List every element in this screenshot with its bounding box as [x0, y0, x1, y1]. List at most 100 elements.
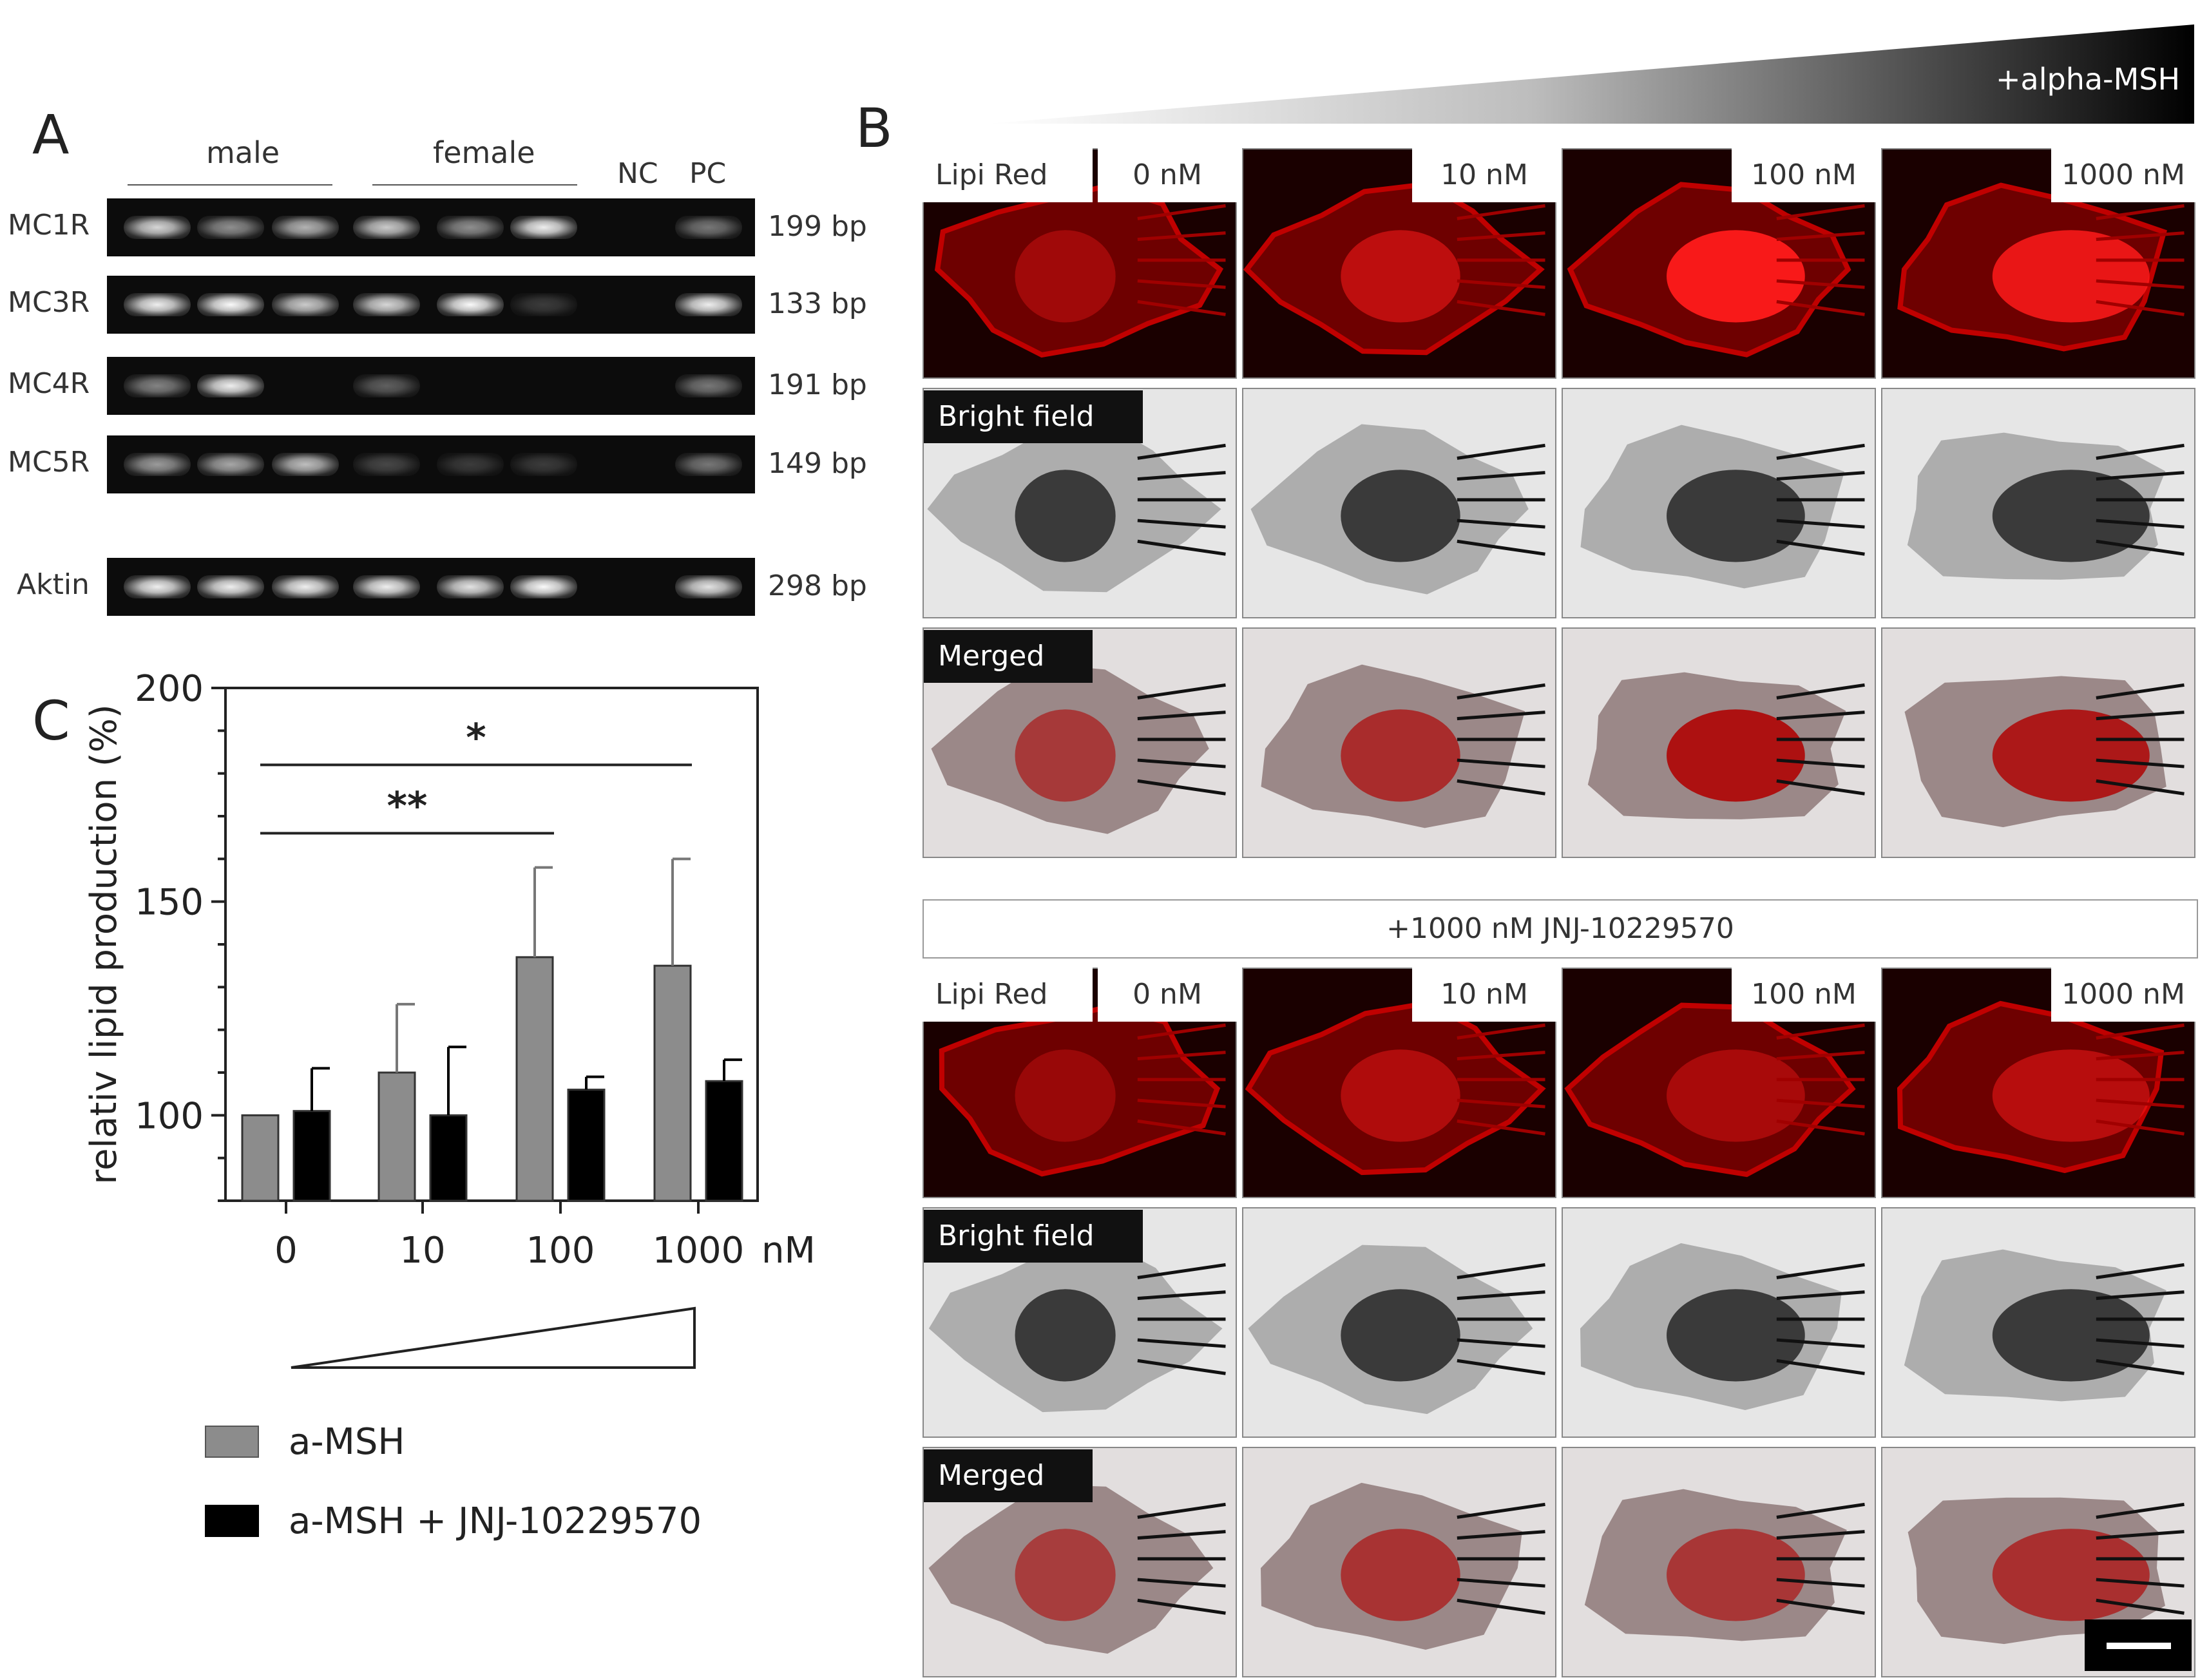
- band-size-label: 298 bp: [768, 569, 867, 602]
- female-label: female: [433, 135, 535, 170]
- bar-amsh-jnj: [292, 1110, 331, 1202]
- concentration-label: 1000 nM: [2051, 148, 2195, 202]
- y-axis-label: relativ lipid production (%): [83, 704, 125, 1185]
- gel-band: [510, 453, 577, 476]
- bar-amsh: [378, 1071, 416, 1202]
- merged-image: [1562, 1447, 1876, 1677]
- band-size-label: 149 bp: [768, 447, 867, 480]
- bar-amsh-jnj: [705, 1080, 743, 1202]
- gel-band: [272, 216, 339, 239]
- y-tick-label: 100: [135, 1095, 204, 1137]
- gel-band: [272, 293, 339, 316]
- merged-image: [1562, 627, 1876, 858]
- gel-band: [675, 575, 742, 598]
- male-underline: [128, 184, 332, 186]
- legend-label-amsh: a-MSH: [289, 1421, 405, 1463]
- gene-label: MC5R: [8, 446, 90, 479]
- pc-label: PC: [689, 157, 727, 190]
- concentration-label: 100 nM: [1732, 968, 1876, 1022]
- x-tick-label: 100: [526, 1230, 595, 1272]
- gel-band: [353, 293, 420, 316]
- concentration-label: 100 nM: [1732, 148, 1876, 202]
- bar-amsh: [653, 964, 692, 1202]
- gel-band: [510, 216, 577, 239]
- lipi-red-image: [1562, 148, 1876, 379]
- bright-field-image: [1881, 1207, 2195, 1438]
- gel-mc4r: [107, 357, 755, 415]
- gel-band: [124, 575, 191, 598]
- gel-band: [510, 293, 577, 316]
- panel-a-label: A: [32, 103, 70, 166]
- gel-band: [353, 374, 420, 397]
- x-tick-label: 10: [399, 1230, 445, 1272]
- alpha-msh-label: +alpha-MSH: [1996, 62, 2181, 97]
- x-tick-label: 1000: [653, 1230, 745, 1272]
- gel-mc1r: [107, 198, 755, 256]
- gel-band: [272, 575, 339, 598]
- band-size-label: 133 bp: [768, 287, 867, 320]
- bright-field-label: Bright field: [924, 390, 1143, 443]
- concentration-label: 1000 nM: [2051, 968, 2195, 1022]
- gel-band: [197, 216, 264, 239]
- lipi-red-label: Lipi Red: [923, 148, 1093, 202]
- y-tick-label: 200: [135, 668, 204, 710]
- band-size-label: 199 bp: [768, 210, 867, 243]
- gel-band: [353, 575, 420, 598]
- bright-field-label: Bright field: [924, 1210, 1143, 1263]
- concentration-label: 0 nM: [1098, 968, 1237, 1022]
- merged-image: [1242, 627, 1556, 858]
- bar-amsh: [515, 956, 554, 1202]
- gel-mc5r: [107, 435, 755, 493]
- bright-field-image: [1562, 388, 1876, 618]
- legend-swatch-amsh: [205, 1426, 259, 1458]
- gel-band: [272, 453, 339, 476]
- gel-band: [197, 293, 264, 316]
- x-unit-label: nM: [761, 1230, 816, 1272]
- gel-band: [353, 453, 420, 476]
- bright-field-image: [1242, 388, 1556, 618]
- inhibitor-banner: +1000 nM JNJ-10229570: [923, 899, 2198, 959]
- lipi-red-label: Lipi Red: [923, 968, 1093, 1022]
- gene-label: MC4R: [8, 367, 90, 400]
- scale-bar-box: [2085, 1619, 2192, 1671]
- legend-label-amsh-jnj: a-MSH + JNJ-10229570: [289, 1500, 702, 1542]
- gel-band: [437, 293, 504, 316]
- gel-band: [124, 374, 191, 397]
- concentration-label: 10 nM: [1412, 148, 1556, 202]
- merged-image: [1242, 1447, 1556, 1677]
- gel-band: [510, 575, 577, 598]
- panel-c-label: C: [32, 689, 70, 752]
- gel-band: [124, 453, 191, 476]
- concentration-label: 10 nM: [1412, 968, 1556, 1022]
- concentration-wedge: [291, 1306, 696, 1369]
- gel-band: [124, 216, 191, 239]
- merged-label: Merged: [924, 1449, 1093, 1502]
- bright-field-image: [1881, 388, 2195, 618]
- gene-label: Aktin: [17, 568, 90, 601]
- gel-band: [437, 216, 504, 239]
- merged-label: Merged: [924, 630, 1093, 683]
- gene-label: MC1R: [8, 209, 90, 242]
- female-underline: [372, 184, 577, 186]
- gel-band: [675, 374, 742, 397]
- bar-amsh: [241, 1114, 280, 1202]
- gel-aktin: [107, 558, 755, 616]
- gel-band: [437, 453, 504, 476]
- band-size-label: 191 bp: [768, 368, 867, 401]
- x-tick-label: 0: [274, 1230, 298, 1272]
- bar-amsh-jnj: [429, 1114, 468, 1202]
- gel-band: [675, 293, 742, 316]
- legend-swatch-amsh-jnj: [205, 1505, 259, 1537]
- significance-label: **: [387, 784, 428, 829]
- panel-b-label: B: [856, 97, 893, 160]
- gel-band: [197, 575, 264, 598]
- gel-band: [437, 575, 504, 598]
- gel-band: [124, 293, 191, 316]
- gel-mc3r: [107, 276, 755, 334]
- alpha-msh-gradient: [988, 24, 2194, 124]
- bar-amsh-jnj: [567, 1089, 606, 1202]
- gel-band: [353, 216, 420, 239]
- gel-band: [197, 374, 264, 397]
- nc-label: NC: [617, 157, 658, 190]
